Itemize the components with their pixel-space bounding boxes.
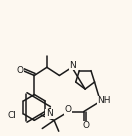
Text: N: N xyxy=(46,109,53,118)
Text: O: O xyxy=(16,66,23,75)
Text: NH: NH xyxy=(98,96,111,105)
Text: Cl: Cl xyxy=(7,111,16,120)
Text: N: N xyxy=(69,61,76,70)
Text: O: O xyxy=(64,105,72,114)
Text: O: O xyxy=(83,121,90,130)
